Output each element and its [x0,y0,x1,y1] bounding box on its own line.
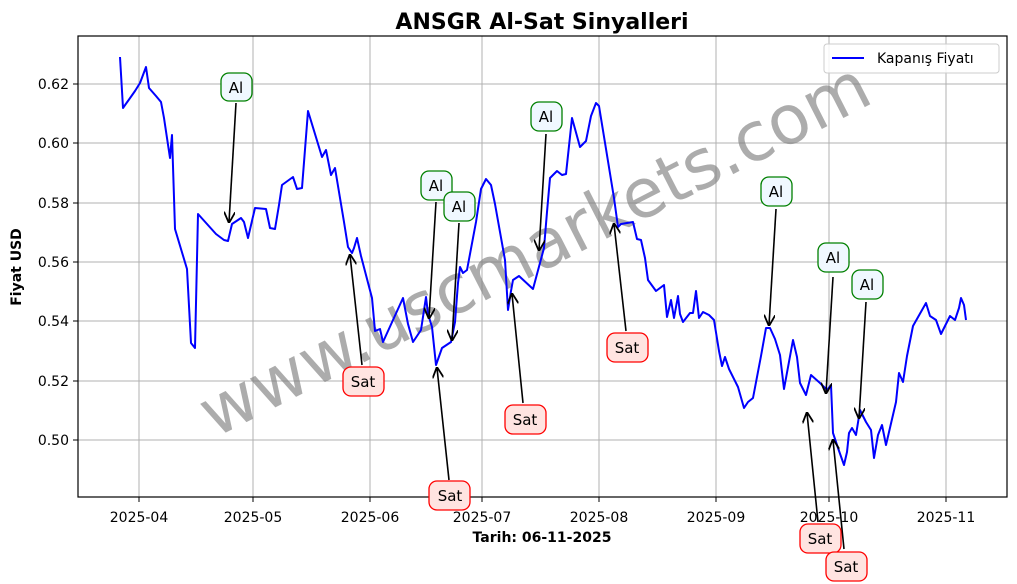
buy-signal: Al [760,176,793,207]
svg-text:Al: Al [539,108,553,126]
svg-text:Sat: Sat [615,339,640,357]
x-tick-label: 2025-11 [917,510,976,526]
svg-text:Al: Al [769,183,783,201]
chart-title: ANSGR Al-Sat Sinyalleri [395,10,688,35]
svg-text:Al: Al [860,276,874,294]
sell-signal: Sat [825,551,868,582]
svg-text:Al: Al [826,249,840,267]
signal-labels: Al Sat Al Sat Al Sat Al Sat [220,72,884,582]
sell-signal: Sat [606,332,649,363]
y-tick-label: 0.52 [38,374,69,390]
y-tick-label: 0.62 [38,77,69,93]
legend: Kapanış Fiyatı [823,43,1000,74]
sell-signal: Sat [799,523,842,554]
x-tick-labels: 2025-04 2025-05 2025-06 2025-07 2025-08 … [110,510,976,526]
svg-text:Sat: Sat [438,487,463,505]
x-tick-label: 2025-07 [453,510,512,526]
sell-signal: Sat [428,480,471,511]
price-line [119,56,967,466]
x-axis-label: Tarih: 06-11-2025 [473,530,612,546]
buy-signal: Al [420,170,453,201]
svg-text:Sat: Sat [834,558,859,576]
svg-text:Sat: Sat [808,530,833,548]
buy-signal: Al [851,269,884,300]
x-tick-label: 2025-04 [110,510,169,526]
x-tick-label: 2025-06 [341,510,400,526]
x-tick-label: 2025-09 [687,510,746,526]
svg-text:Al: Al [229,79,243,97]
y-tick-label: 0.54 [38,314,69,330]
signal-arrows [229,102,867,550]
axes-frame [77,35,1008,498]
x-tick-label: 2025-10 [800,510,859,526]
buy-signal: Al [817,242,850,273]
x-tick-label: 2025-05 [224,510,283,526]
buy-signal: Al [443,191,476,222]
y-axis-label: Fiyat USD [9,228,25,306]
sell-signal: Sat [504,404,547,435]
y-tick-label: 0.50 [38,433,69,449]
tick-marks [73,83,947,502]
svg-text:Al: Al [429,177,443,195]
buy-signal: Al [530,101,563,132]
y-tick-label: 0.56 [38,255,69,271]
legend-label: Kapanış Fiyatı [877,51,974,67]
y-tick-label: 0.60 [38,136,69,152]
y-tick-label: 0.58 [38,196,69,212]
buy-signal: Al [220,72,253,102]
svg-text:Al: Al [452,198,466,216]
svg-text:Sat: Sat [351,373,376,391]
svg-text:Sat: Sat [513,411,538,429]
sell-signal: Sat [342,366,385,397]
y-tick-labels: 0.50 0.52 0.54 0.56 0.58 0.60 0.62 [38,77,69,449]
x-tick-label: 2025-08 [570,510,629,526]
